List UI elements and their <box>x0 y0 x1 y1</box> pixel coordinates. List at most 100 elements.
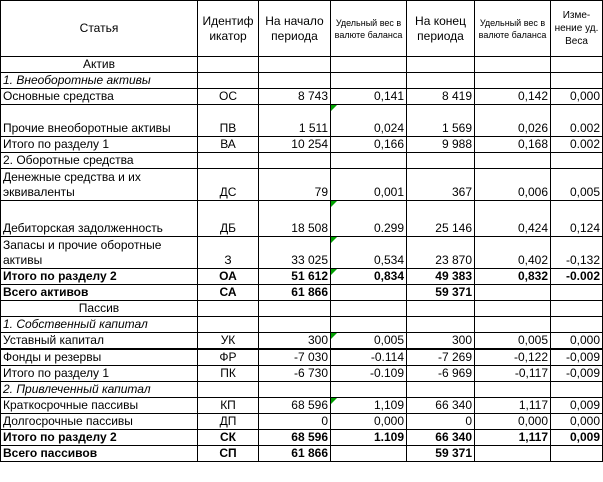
row-weight-end: 0,142 <box>474 88 551 105</box>
table-row: Краткосрочные пассивы КП 68 596 1,109 66 340… <box>0 397 603 414</box>
balance-sheet-table: Статья Идентификатор На начало периода У… <box>0 0 603 462</box>
row-end: 59 371 <box>406 284 475 301</box>
row-start: -6 730 <box>258 365 331 382</box>
row-label: Прочие внеоборотные активы <box>0 104 198 137</box>
row-end: 300 <box>406 332 475 350</box>
group-heading: 1. Собственный капитал <box>0 316 198 333</box>
empty-cell <box>550 381 603 398</box>
row-end: 49 383 <box>406 268 475 285</box>
row-label: Итого по разделу 2 <box>0 429 198 446</box>
empty-cell <box>330 152 407 169</box>
col-end: На конец периода <box>406 0 475 57</box>
empty-cell <box>406 316 475 333</box>
table-row: Итого по разделу 2 СК 68 596 1.109 66 340 1,1… <box>0 429 603 446</box>
row-weight-start: 0,000 <box>330 413 407 430</box>
table-body: Актив 1. Внеоборотные активы Основные сред… <box>0 56 603 462</box>
row-end: 1 569 <box>406 104 475 137</box>
row-weight-start: -0.109 <box>330 365 407 382</box>
row-end: 23 870 <box>406 236 475 269</box>
row-start: 79 <box>258 168 331 201</box>
row-identifier: СП <box>197 445 259 462</box>
table-row: Долгосрочные пассивы ДП 0 0,000 0 0,000 0,000 <box>0 413 603 430</box>
row-weight-start: 0,024 <box>330 104 407 137</box>
empty-cell <box>258 56 331 73</box>
table-row: Дебиторская задолженность ДБ 18 508 0.299 25… <box>0 200 603 237</box>
empty-cell <box>474 316 551 333</box>
row-identifier: З <box>197 236 259 269</box>
row-identifier: ДБ <box>197 200 259 237</box>
row-identifier: ПВ <box>197 104 259 137</box>
empty-cell <box>330 72 407 89</box>
row-label: Денежные средства и их эквиваленты <box>0 168 198 201</box>
group-heading: 1. Внеоборотные активы <box>0 72 198 89</box>
row-weight-start: 0,534 <box>330 236 407 269</box>
row-change: -0,132 <box>550 236 603 269</box>
row-weight-end: 0,006 <box>474 168 551 201</box>
row-end: 25 146 <box>406 200 475 237</box>
row-label: Запасы и прочие оборотные активы <box>0 236 198 269</box>
row-change: 0,000 <box>550 413 603 430</box>
row-change: 0,009 <box>550 397 603 414</box>
row-weight-end: 1,117 <box>474 429 551 446</box>
table-row: Итого по разделу 1 ПК -6 730 -0.109 -6 969 -0… <box>0 365 603 382</box>
row-label: Итого по разделу 1 <box>0 365 198 382</box>
empty-cell <box>258 300 331 317</box>
row-identifier: СА <box>197 284 259 301</box>
empty-cell <box>474 152 551 169</box>
row-end: 66 340 <box>406 397 475 414</box>
table-row: Пассив <box>0 300 603 317</box>
row-change: 0,009 <box>550 429 603 446</box>
empty-cell <box>406 381 475 398</box>
row-change <box>550 284 603 301</box>
empty-cell <box>550 56 603 73</box>
row-identifier: УК <box>197 332 259 350</box>
row-identifier: СК <box>197 429 259 446</box>
row-identifier: ФР <box>197 348 259 366</box>
row-end: -7 269 <box>406 348 475 366</box>
row-weight-end: 0,005 <box>474 332 551 350</box>
row-start: 33 025 <box>258 236 331 269</box>
table-row: Запасы и прочие оборотные активы З 33 025 0… <box>0 236 603 269</box>
row-weight-end: 0,402 <box>474 236 551 269</box>
table-row: Итого по разделу 2 ОА 51 612 0,834 49 383 0,8… <box>0 268 603 285</box>
row-weight-end <box>474 445 551 462</box>
table-row: 1. Собственный капитал <box>0 316 603 333</box>
col-change: Изме-нение уд. Веса <box>550 0 603 57</box>
row-weight-start: 1.109 <box>330 429 407 446</box>
row-weight-start: 0,005 <box>330 332 407 350</box>
table-row: Всего активов СА 61 866 59 371 <box>0 284 603 301</box>
row-label: Всего активов <box>0 284 198 301</box>
table-row: 2. Оборотные средства <box>0 152 603 169</box>
empty-cell <box>474 381 551 398</box>
empty-cell <box>474 56 551 73</box>
empty-cell <box>550 72 603 89</box>
row-label: Долгосрочные пассивы <box>0 413 198 430</box>
table-row: Прочие внеоборотные активы ПВ 1 511 0,024 1 … <box>0 104 603 137</box>
empty-cell <box>258 381 331 398</box>
col-start: На начало периода <box>258 0 331 57</box>
row-change: 0.002 <box>550 104 603 137</box>
row-change: -0,009 <box>550 365 603 382</box>
row-label: Фонды и резервы <box>0 348 198 366</box>
empty-cell <box>258 72 331 89</box>
row-identifier: ОС <box>197 88 259 105</box>
row-change: 0,000 <box>550 88 603 105</box>
row-end: -6 969 <box>406 365 475 382</box>
empty-cell <box>197 300 259 317</box>
row-identifier: ДС <box>197 168 259 201</box>
header-row: Статья Идентификатор На начало периода У… <box>0 0 603 57</box>
section-heading: Актив <box>0 56 198 73</box>
row-weight-end <box>474 284 551 301</box>
section-heading: Пассив <box>0 300 198 317</box>
group-heading: 2. Оборотные средства <box>0 152 198 169</box>
row-weight-end: 0,026 <box>474 104 551 137</box>
row-weight-end: -0,117 <box>474 365 551 382</box>
row-weight-start: -0.114 <box>330 348 407 366</box>
table-row: Всего пассивов СП 61 866 59 371 <box>0 445 603 462</box>
row-start: 1 511 <box>258 104 331 137</box>
empty-cell <box>474 300 551 317</box>
row-change: -0,009 <box>550 348 603 366</box>
col-weight-end: Удельный вес в валюте баланса <box>474 0 551 57</box>
row-weight-start: 0,001 <box>330 168 407 201</box>
row-weight-start <box>330 284 407 301</box>
